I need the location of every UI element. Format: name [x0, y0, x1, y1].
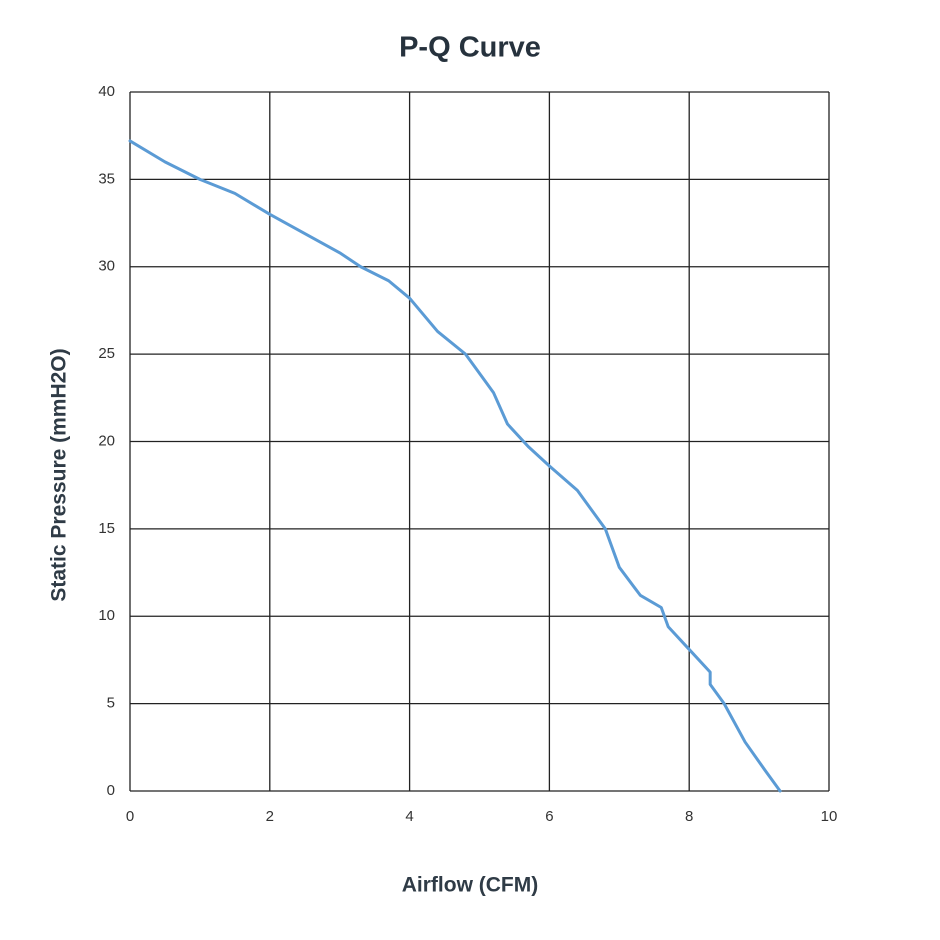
chart-title: P-Q Curve: [399, 32, 541, 64]
y-tick-label: 30: [98, 258, 115, 275]
y-tick-label: 35: [98, 170, 115, 187]
y-tick-label: 20: [98, 432, 115, 449]
y-axis-label: Static Pressure (mmH2O): [48, 348, 71, 601]
y-tick-label: 15: [98, 520, 115, 537]
y-tick-label: 25: [98, 345, 115, 362]
x-axis-label: Airflow (CFM): [402, 874, 538, 897]
y-tick-label: 10: [98, 607, 115, 624]
x-tick-label: 8: [685, 808, 693, 825]
x-tick-label: 4: [405, 808, 413, 825]
x-tick-label: 2: [266, 808, 274, 825]
data-line: [128, 139, 782, 793]
x-tick-label: 0: [126, 808, 134, 825]
y-tick-label: 5: [107, 695, 115, 712]
x-tick-label: 6: [545, 808, 553, 825]
y-tick-label: 40: [98, 83, 115, 100]
x-tick-label: 10: [821, 808, 838, 825]
y-tick-label: 0: [107, 782, 115, 799]
